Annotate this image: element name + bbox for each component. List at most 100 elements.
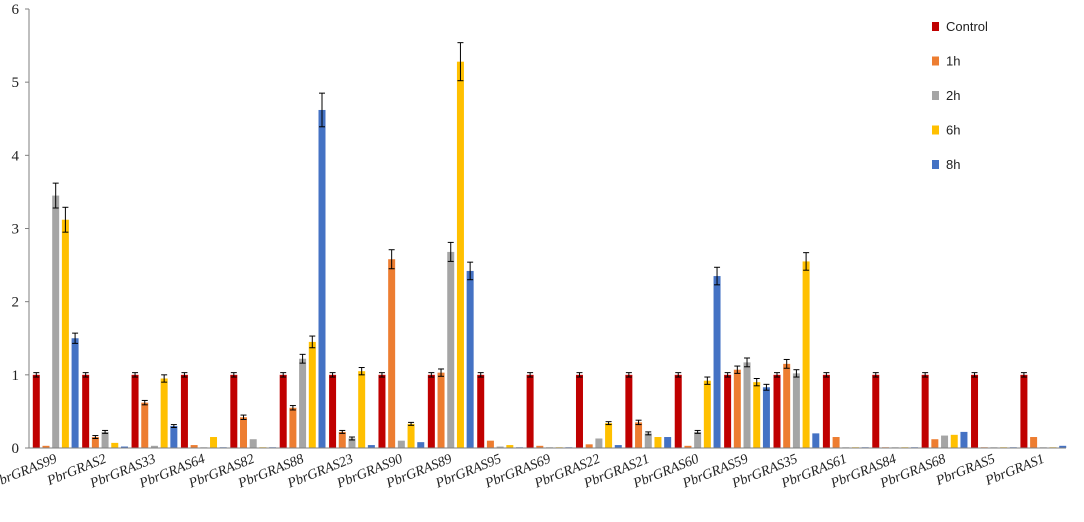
bar-2h-pbrgras88 bbox=[299, 358, 307, 448]
bar-1h-pbrgras33 bbox=[141, 402, 149, 448]
bar-2h-pbrgras35 bbox=[792, 373, 800, 448]
bar-1h-pbrgras1 bbox=[1030, 437, 1038, 448]
bar-6h-pbrgras23 bbox=[358, 371, 366, 448]
y-tick-label: 3 bbox=[12, 222, 20, 238]
legend-swatch-2h bbox=[932, 91, 939, 100]
bar-6h-pbrgras35 bbox=[802, 261, 810, 448]
bar-control-pbrgras99 bbox=[32, 374, 40, 448]
bar-6h-pbrgras59 bbox=[753, 382, 761, 448]
bar-2h-pbrgras2 bbox=[101, 431, 109, 448]
bar-6h-pbrgras99 bbox=[61, 219, 69, 448]
bar-1h-pbrgras88 bbox=[289, 407, 297, 448]
bar-control-pbrgras5 bbox=[971, 374, 979, 448]
bar-control-pbrgras90 bbox=[378, 374, 386, 448]
bar-8h-pbrgras88 bbox=[318, 109, 326, 448]
bar-control-pbrgras84 bbox=[872, 374, 880, 448]
bar-1h-pbrgras69 bbox=[536, 445, 544, 448]
bar-control-pbrgras2 bbox=[82, 374, 90, 448]
bar-6h-pbrgras60 bbox=[703, 380, 711, 448]
bar-6h-pbrgras64 bbox=[210, 437, 218, 448]
bar-control-pbrgras23 bbox=[329, 374, 337, 448]
bar-1h-pbrgras64 bbox=[190, 445, 198, 448]
bar-1h-pbrgras22 bbox=[585, 444, 593, 448]
bar-control-pbrgras68 bbox=[921, 374, 929, 448]
bar-2h-pbrgras21 bbox=[644, 433, 652, 448]
bar-8h-pbrgras33 bbox=[170, 426, 178, 448]
bar-control-pbrgras69 bbox=[526, 374, 534, 448]
bar-2h-pbrgras68 bbox=[941, 435, 949, 448]
plot-area bbox=[32, 42, 1067, 449]
bar-control-pbrgras1 bbox=[1020, 374, 1028, 448]
bar-6h-pbrgras90 bbox=[407, 423, 415, 448]
bar-control-pbrgras89 bbox=[427, 374, 435, 448]
bar-8h-pbrgras60 bbox=[713, 276, 721, 448]
bar-6h-pbrgras33 bbox=[160, 378, 168, 448]
legend-label-8h: 8h bbox=[946, 157, 960, 172]
y-tick-label: 2 bbox=[12, 295, 20, 311]
bar-1h-pbrgras82 bbox=[240, 417, 248, 448]
bar-1h-pbrgras90 bbox=[388, 259, 396, 448]
bar-2h-pbrgras82 bbox=[249, 439, 257, 448]
bar-2h-pbrgras22 bbox=[595, 438, 603, 448]
bar-6h-pbrgras68 bbox=[950, 434, 958, 448]
bar-8h-pbrgras23 bbox=[367, 445, 375, 448]
bar-1h-pbrgras23 bbox=[338, 431, 346, 448]
legend-label-1h: 1h bbox=[946, 54, 960, 69]
bar-8h-pbrgras21 bbox=[664, 437, 672, 448]
bar-1h-pbrgras99 bbox=[42, 445, 50, 448]
bar-control-pbrgras59 bbox=[724, 374, 732, 448]
y-tick-label: 0 bbox=[12, 441, 20, 457]
bar-2h-pbrgras90 bbox=[397, 440, 405, 448]
legend-swatch-1h bbox=[932, 56, 939, 66]
y-tick-label: 5 bbox=[12, 75, 20, 91]
bar-6h-pbrgras88 bbox=[308, 341, 316, 448]
legend: Control 1h 2h 6h 8h bbox=[932, 19, 988, 172]
bar-control-pbrgras64 bbox=[180, 374, 188, 448]
bar-control-pbrgras33 bbox=[131, 374, 139, 448]
bar-8h-pbrgras35 bbox=[812, 433, 820, 448]
y-tick-label: 1 bbox=[12, 368, 20, 384]
bar-1h-pbrgras35 bbox=[783, 363, 791, 448]
legend-swatch-8h bbox=[932, 160, 939, 169]
bar-8h-pbrgras68 bbox=[960, 431, 968, 448]
bar-2h-pbrgras59 bbox=[743, 362, 751, 448]
bar-control-pbrgras22 bbox=[575, 374, 583, 448]
bar-2h-pbrgras89 bbox=[447, 251, 455, 448]
legend-label-6h: 6h bbox=[946, 123, 960, 138]
bar-2h-pbrgras60 bbox=[694, 431, 702, 448]
bar-8h-pbrgras99 bbox=[71, 338, 79, 448]
bar-8h-pbrgras59 bbox=[762, 387, 770, 448]
bar-1h-pbrgras95 bbox=[486, 440, 494, 448]
bar-2h-pbrgras95 bbox=[496, 446, 504, 448]
bar-6h-pbrgras22 bbox=[605, 423, 613, 448]
y-tick-label: 4 bbox=[12, 148, 20, 164]
bar-control-pbrgras88 bbox=[279, 374, 287, 448]
bar-8h-pbrgras89 bbox=[466, 270, 474, 448]
bar-control-pbrgras82 bbox=[230, 374, 238, 448]
bar-2h-pbrgras23 bbox=[348, 438, 356, 448]
bar-1h-pbrgras68 bbox=[931, 439, 939, 448]
bar-1h-pbrgras60 bbox=[684, 445, 692, 448]
bar-1h-pbrgras21 bbox=[635, 422, 643, 448]
legend-label-2h: 2h bbox=[946, 88, 960, 103]
bar-2h-pbrgras99 bbox=[52, 195, 60, 448]
bar-2h-pbrgras33 bbox=[150, 445, 158, 448]
legend-label-control: Control bbox=[946, 19, 988, 34]
bar-6h-pbrgras2 bbox=[111, 442, 119, 448]
y-tick-label: 6 bbox=[12, 2, 20, 18]
bar-control-pbrgras95 bbox=[477, 374, 485, 448]
legend-swatch-6h bbox=[932, 125, 939, 135]
bar-1h-pbrgras2 bbox=[91, 437, 99, 448]
bar-1h-pbrgras89 bbox=[437, 372, 445, 448]
bar-6h-pbrgras95 bbox=[506, 445, 514, 448]
bar-control-pbrgras61 bbox=[822, 374, 830, 448]
bar-8h-pbrgras1 bbox=[1059, 445, 1067, 448]
bar-8h-pbrgras22 bbox=[614, 445, 622, 448]
bar-control-pbrgras60 bbox=[674, 374, 682, 448]
bar-control-pbrgras35 bbox=[773, 374, 781, 448]
bar-6h-pbrgras89 bbox=[456, 61, 464, 449]
bar-6h-pbrgras21 bbox=[654, 437, 662, 448]
bar-8h-pbrgras90 bbox=[417, 442, 425, 448]
bar-8h-pbrgras2 bbox=[120, 446, 128, 448]
